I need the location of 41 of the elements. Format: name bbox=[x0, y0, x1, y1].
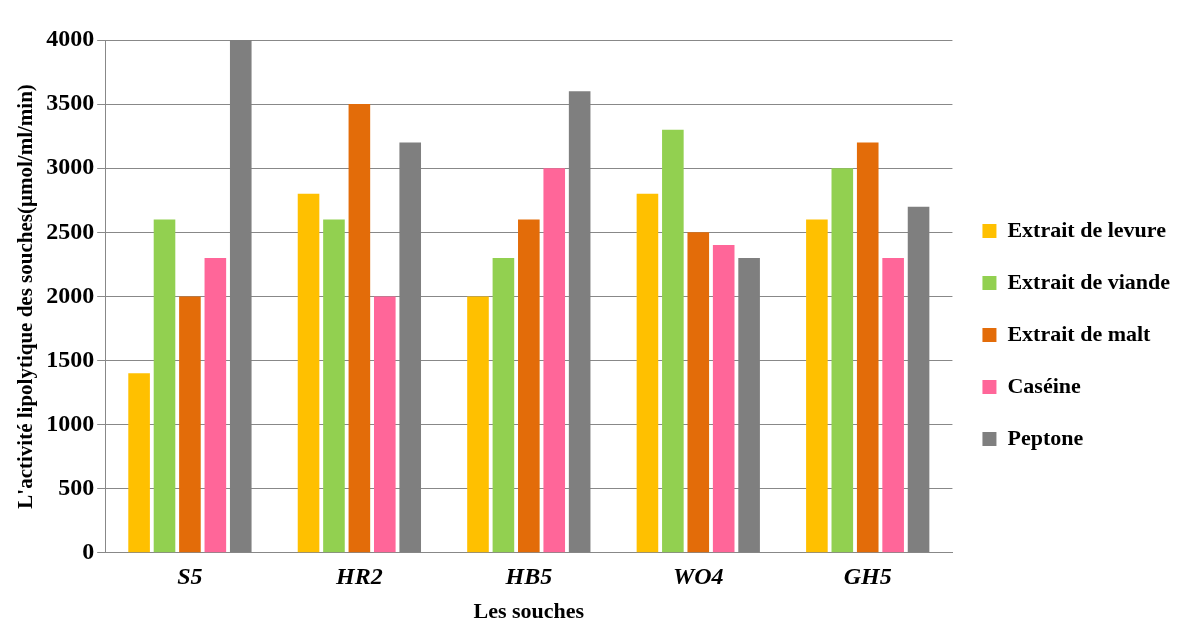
bar bbox=[712, 245, 735, 553]
bar bbox=[323, 219, 345, 553]
bar bbox=[856, 142, 879, 553]
bar bbox=[882, 257, 904, 553]
bar bbox=[179, 296, 201, 553]
y-tick-label: 500 bbox=[58, 473, 95, 500]
bar bbox=[204, 257, 227, 553]
legend-label: Extrait de levure bbox=[1007, 216, 1167, 242]
x-tick-label: HB5 bbox=[504, 563, 553, 590]
bar bbox=[492, 257, 515, 553]
bar bbox=[128, 373, 150, 553]
bar bbox=[662, 129, 684, 553]
bar bbox=[373, 296, 396, 553]
bar bbox=[297, 193, 320, 553]
x-tick-label: HR2 bbox=[335, 563, 383, 590]
bar bbox=[153, 219, 176, 553]
legend-label: Caséine bbox=[1007, 372, 1082, 398]
legend-label: Peptone bbox=[1007, 424, 1084, 450]
bar bbox=[543, 168, 566, 553]
bar bbox=[518, 219, 540, 553]
legend-label: Extrait de malt bbox=[1007, 320, 1152, 346]
x-tick-label: WO4 bbox=[672, 563, 724, 590]
y-tick-label: 2000 bbox=[46, 281, 95, 308]
y-tick-label: 3000 bbox=[46, 153, 95, 180]
x-axis-title: Les souches bbox=[473, 598, 585, 624]
bar bbox=[636, 193, 659, 553]
y-axis-title: L'activité lipolytique des souches(µmol/ml/min) bbox=[13, 84, 38, 509]
y-tick-label: 4000 bbox=[46, 25, 95, 52]
y-tick-label: 2500 bbox=[46, 217, 95, 244]
x-tick-label: S5 bbox=[177, 563, 203, 590]
y-tick-label: 1000 bbox=[46, 409, 95, 436]
y-tick-label: 3500 bbox=[46, 89, 95, 116]
x-tick-label: GH5 bbox=[843, 563, 892, 590]
bar bbox=[687, 232, 710, 553]
y-tick-label: 0 bbox=[82, 538, 95, 564]
y-tick-label: 1500 bbox=[46, 345, 95, 372]
legend-label: Extrait de viande bbox=[1007, 268, 1171, 294]
bar bbox=[348, 104, 371, 553]
bar bbox=[806, 219, 828, 553]
bar bbox=[831, 168, 854, 553]
bar bbox=[467, 296, 489, 553]
